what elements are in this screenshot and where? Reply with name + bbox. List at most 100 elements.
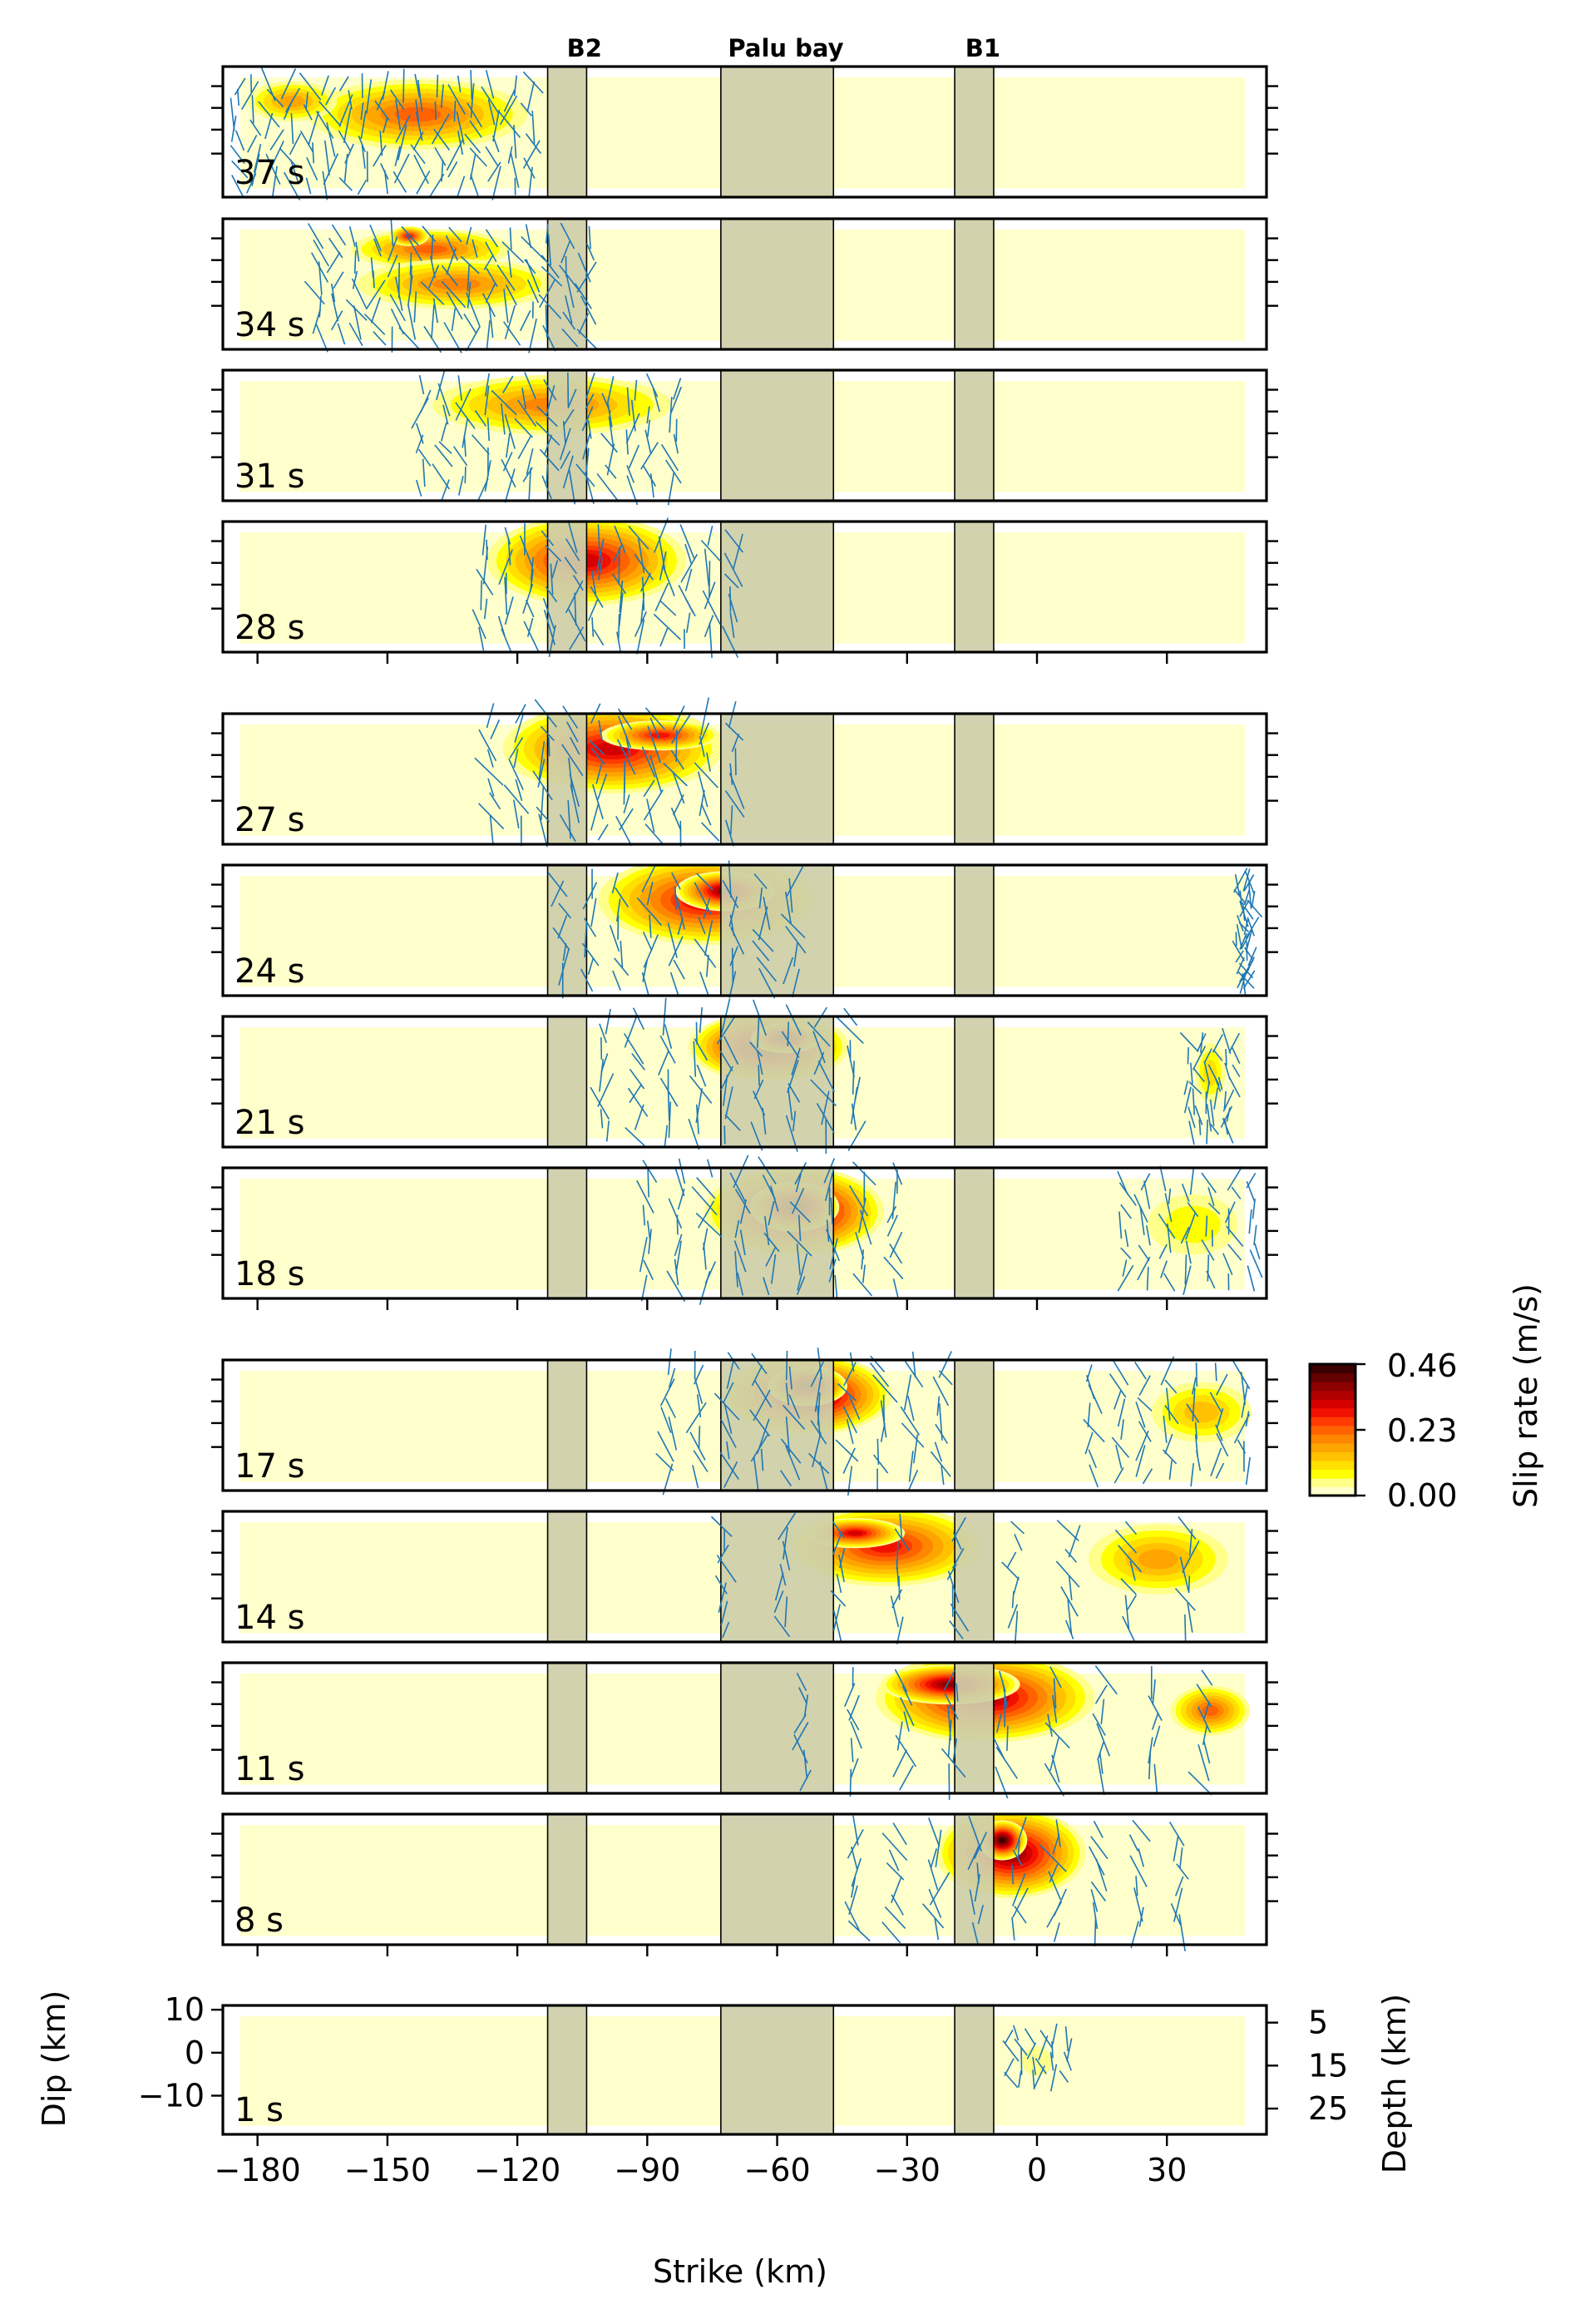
slip-vector [807, 1021, 831, 1047]
slip-vector [1158, 1244, 1168, 1259]
snapshot-panels: 37 s 34 s 31 s 28 s 27 s 24 s 21 s 18 s 17 s 14 s… [138, 65, 1348, 2188]
slip-vector [522, 71, 544, 94]
slip-vector [763, 1215, 770, 1246]
slip-vector [688, 1119, 700, 1150]
slip-vector [773, 1615, 791, 1638]
slip-vector [599, 1023, 607, 1044]
slip-vector [605, 1008, 611, 1035]
fault-segment-band [546, 1662, 588, 1794]
slip-vector [824, 1166, 835, 1201]
slip-vector [720, 1600, 728, 1626]
slip-vector [249, 119, 262, 136]
slip-vector [509, 737, 524, 759]
fault-segment-band [546, 1016, 588, 1148]
slip-vector [655, 1452, 674, 1471]
slip-vector [1096, 1723, 1111, 1757]
slip-vector [1013, 1576, 1020, 1595]
slip-vector [668, 1417, 678, 1451]
slip-vector [695, 1021, 698, 1045]
slip-vector [1113, 1391, 1122, 1410]
slip-vector [373, 331, 387, 346]
colorbar-tick-label: 0.46 [1387, 1347, 1458, 1384]
slip-vector [847, 1829, 864, 1859]
dip-tick-label: −10 [138, 2078, 205, 2114]
slip-vector [575, 283, 592, 309]
slip-vector [1194, 1434, 1198, 1457]
slip-vector [756, 1418, 770, 1454]
slip-vector [641, 746, 656, 778]
slip-vector [508, 759, 524, 790]
slip-vector [1233, 888, 1247, 904]
slip-vector [1093, 1820, 1104, 1838]
slip-vector [470, 83, 475, 119]
slip-vector [289, 133, 302, 156]
slip-vector [387, 255, 398, 278]
snapshot-time-label: 37 s [235, 154, 304, 192]
slip-vector [545, 586, 558, 603]
slip-vector [795, 1174, 802, 1193]
slip-vector [788, 1394, 801, 1419]
slip-vector [861, 1249, 865, 1270]
slip-vector [1183, 1265, 1192, 1295]
strike-tick-label: −30 [874, 2152, 941, 2188]
slip-vector [689, 1431, 706, 1461]
slip-vector [773, 1590, 784, 1613]
slip-vector [1039, 1844, 1067, 1872]
slip-vector [671, 711, 693, 744]
slip-vector [519, 535, 533, 566]
slip-vector [1248, 1209, 1252, 1234]
slip-vector [1118, 1211, 1123, 1239]
slip-vector [1143, 1180, 1151, 1209]
slip-vector [585, 373, 595, 399]
slip-vector [1163, 1416, 1168, 1443]
fault-segment-band [720, 1359, 835, 1491]
slip-vector [1160, 1260, 1168, 1278]
slip-vector [631, 1053, 646, 1071]
slip-vector [348, 322, 363, 347]
slip-vector [402, 68, 405, 103]
slip-vector [1223, 1090, 1227, 1110]
snapshot-time-label: 28 s [235, 609, 304, 647]
slip-vector [590, 897, 597, 927]
slip-vector [445, 235, 459, 261]
slip-vector [838, 1554, 845, 1582]
snapshot-time-label: 11 s [235, 1750, 304, 1788]
slip-vector [680, 553, 699, 583]
slip-vector [692, 1465, 699, 1489]
slip-vector [951, 1548, 965, 1569]
slip-vector [1215, 1373, 1228, 1396]
slip-vector [409, 265, 412, 295]
slip-vector [699, 722, 710, 745]
colorbar-segment [1310, 1364, 1355, 1374]
slip-vector [1180, 1226, 1190, 1244]
slip-vector [1085, 1364, 1093, 1382]
slip-vector [1014, 1610, 1019, 1644]
slip-vector [1192, 1088, 1196, 1115]
slip-vector [328, 237, 343, 259]
slip-vector [1240, 932, 1251, 950]
slip-vector [521, 235, 546, 261]
slip-vector [872, 1374, 898, 1403]
slip-vector [850, 1877, 857, 1898]
slip-vector [455, 388, 472, 421]
fault-segment-band [546, 713, 588, 845]
slip-vector [1140, 1173, 1151, 1191]
slip-vector [382, 71, 389, 100]
slip-vector [1224, 1062, 1231, 1080]
slip-vector [734, 748, 737, 776]
slip-vector [625, 413, 640, 444]
slip-vector [587, 420, 592, 439]
slip-rate-contour [1184, 1402, 1219, 1423]
slip-vector [415, 423, 424, 444]
slip-vector [1064, 1549, 1078, 1563]
slip-vector [1133, 1194, 1148, 1223]
slip-vector [724, 790, 745, 818]
slip-vector [1090, 1836, 1108, 1860]
slip-vector [763, 897, 771, 931]
slip-vector [1245, 930, 1253, 952]
slip-vector [1049, 2051, 1054, 2071]
snapshot-time-label: 34 s [235, 306, 304, 344]
slip-vector [1113, 1467, 1124, 1484]
slip-vector [829, 1238, 838, 1270]
slip-vector [713, 1392, 740, 1421]
